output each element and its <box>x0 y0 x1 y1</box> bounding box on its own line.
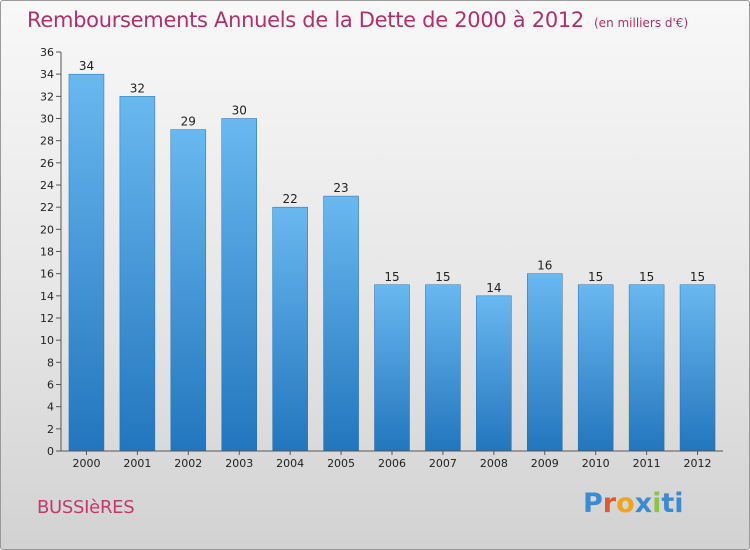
y-tick-label: 24 <box>40 179 54 192</box>
y-tick-label: 14 <box>40 290 54 303</box>
bar <box>527 273 563 452</box>
y-tick-label: 30 <box>40 113 54 126</box>
x-tick-label: 2000 <box>72 457 100 470</box>
bar-value-label: 15 <box>690 270 705 284</box>
logo-letter: r <box>602 488 617 519</box>
chart-unit-label: (en milliers d'€) <box>594 16 689 30</box>
bar-value-label: 14 <box>486 281 501 295</box>
y-tick-label: 22 <box>40 201 54 214</box>
x-tick-label: 2010 <box>582 457 610 470</box>
y-tick-label: 34 <box>40 68 54 81</box>
x-tick-label: 2012 <box>684 457 712 470</box>
y-tick-label: 16 <box>40 268 54 281</box>
y-tick-label: 4 <box>47 401 54 414</box>
x-tick-label: 2003 <box>225 457 253 470</box>
y-tick-label: 2 <box>47 423 54 436</box>
bar-value-label: 15 <box>384 270 399 284</box>
y-tick-label: 18 <box>40 246 54 259</box>
bar-value-label: 32 <box>130 81 145 95</box>
bar <box>272 206 308 452</box>
bar-value-label: 15 <box>639 270 654 284</box>
y-tick-label: 20 <box>40 223 54 236</box>
bar <box>476 295 512 452</box>
x-tick-label: 2006 <box>378 457 406 470</box>
logo-letter: i <box>674 488 684 519</box>
chart-title-text: Remboursements Annuels de la Dette de 20… <box>27 8 584 32</box>
bar <box>170 129 207 452</box>
commune-name: BUSSIèRES <box>37 497 135 518</box>
y-tick-label: 8 <box>47 356 54 369</box>
bar <box>628 284 665 452</box>
x-tick-label: 2002 <box>174 457 202 470</box>
bar <box>68 73 105 452</box>
y-tick-label: 36 <box>40 46 54 59</box>
y-tick-label: 28 <box>40 135 54 148</box>
x-tick-label: 2011 <box>633 457 661 470</box>
logo-letter: o <box>616 488 635 519</box>
y-tick-label: 12 <box>40 312 54 325</box>
proxiti-logo[interactable]: Proxiti <box>583 488 684 519</box>
x-tick-label: 2001 <box>123 457 151 470</box>
bar <box>679 284 716 452</box>
x-tick-label: 2009 <box>531 457 559 470</box>
x-tick-label: 2007 <box>429 457 457 470</box>
chart-title: Remboursements Annuels de la Dette de 20… <box>27 8 688 32</box>
bar-value-label: 23 <box>333 181 348 195</box>
y-tick-label: 26 <box>40 157 54 170</box>
y-tick-label: 6 <box>47 379 54 392</box>
bar-value-label: 29 <box>181 115 196 129</box>
y-tick-label: 10 <box>40 334 54 347</box>
logo-letter: i <box>652 488 662 519</box>
bar <box>323 195 359 452</box>
bar-value-label: 16 <box>537 259 552 273</box>
bar-value-label: 22 <box>283 192 298 206</box>
bar <box>425 284 461 452</box>
bar-value-label: 34 <box>79 59 94 73</box>
bar <box>374 284 410 452</box>
logo-letter: x <box>634 488 653 519</box>
x-tick-label: 2008 <box>480 457 508 470</box>
bar <box>119 96 156 452</box>
bar-value-label: 15 <box>588 270 603 284</box>
x-tick-label: 2005 <box>327 457 355 470</box>
logo-letter: t <box>661 488 675 519</box>
x-tick-label: 2004 <box>276 457 304 470</box>
y-tick-label: 0 <box>47 445 54 458</box>
bar <box>577 284 614 452</box>
y-tick-label: 32 <box>40 90 54 103</box>
bar-value-label: 15 <box>435 270 450 284</box>
bar <box>221 118 257 452</box>
bar-value-label: 30 <box>232 104 247 118</box>
logo-letter: P <box>583 488 603 519</box>
